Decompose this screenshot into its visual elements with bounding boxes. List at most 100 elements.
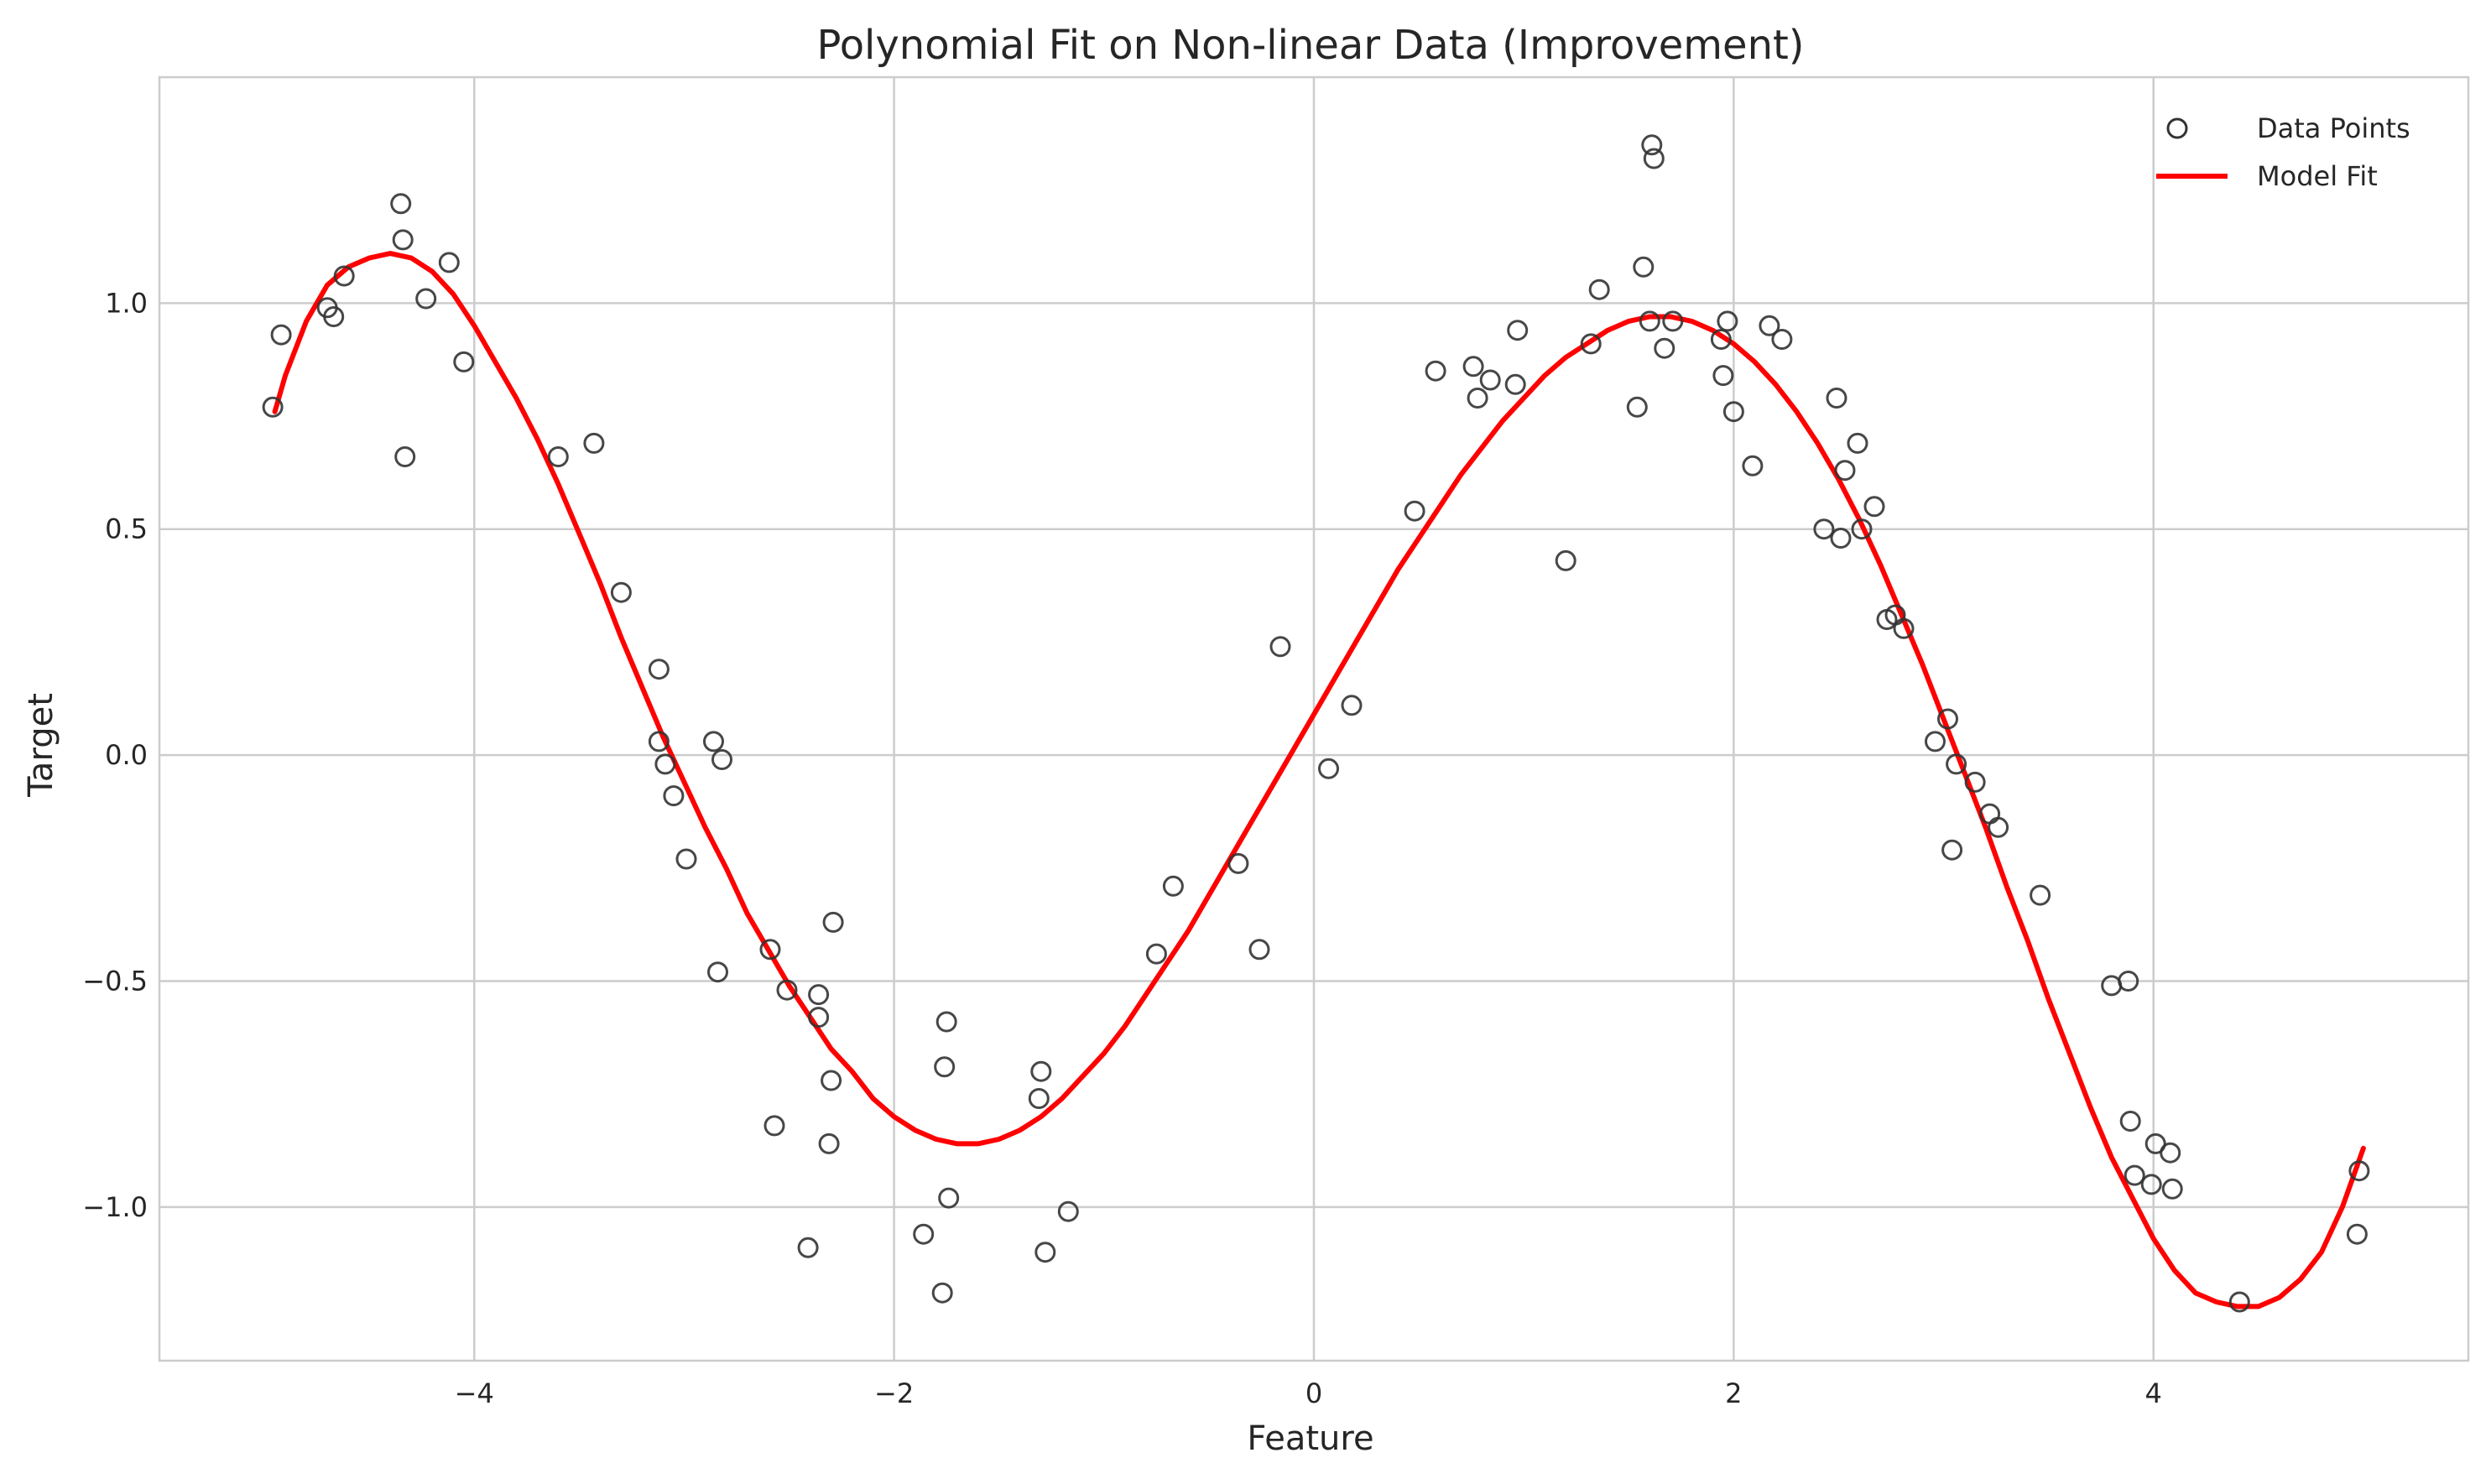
- data-point: [2140, 1174, 2162, 1195]
- data-point: [1813, 518, 1835, 540]
- data-point: [1988, 816, 2009, 838]
- grid: [159, 77, 2468, 1361]
- data-point: [821, 1070, 842, 1091]
- data-points-series: [262, 134, 2370, 1313]
- data-point: [818, 1133, 840, 1154]
- data-point: [1467, 388, 1488, 409]
- y-axis-label: Target: [22, 693, 60, 798]
- x-tick-label: 2: [1725, 1377, 1742, 1409]
- data-point: [1641, 134, 1663, 156]
- data-point: [938, 1187, 960, 1209]
- data-point: [2348, 1160, 2370, 1182]
- data-point: [654, 753, 676, 775]
- data-point: [1404, 500, 1425, 522]
- data-point: [1626, 396, 1648, 418]
- data-point: [390, 193, 412, 215]
- data-point: [1269, 636, 1291, 658]
- data-point: [438, 252, 460, 273]
- x-axis-ticks: −4 −2 0 2 4: [455, 1377, 2162, 1409]
- data-point: [1425, 360, 1446, 382]
- data-point: [2346, 1223, 2368, 1245]
- data-point: [1893, 617, 1915, 639]
- data-point: [392, 229, 414, 251]
- data-point: [707, 961, 728, 983]
- legend: Data Points Model Fit: [2156, 112, 2410, 192]
- data-point: [1341, 695, 1363, 716]
- data-point: [323, 306, 345, 327]
- x-tick-label: −4: [455, 1377, 494, 1409]
- data-point: [1863, 496, 1885, 518]
- data-point: [1588, 279, 1610, 300]
- data-point: [808, 984, 830, 1006]
- x-tick-label: 4: [2145, 1377, 2162, 1409]
- data-point: [675, 848, 697, 870]
- data-point: [1643, 148, 1665, 169]
- data-point: [453, 351, 475, 372]
- data-point: [2228, 1291, 2250, 1313]
- y-tick-label: 0.0: [105, 739, 148, 771]
- data-point: [1639, 310, 1660, 332]
- data-point: [808, 1007, 830, 1028]
- data-point: [931, 1282, 953, 1304]
- data-point: [1771, 329, 1793, 350]
- data-point: [1633, 256, 1655, 278]
- data-point: [1925, 731, 1946, 752]
- data-point: [1028, 1088, 1050, 1109]
- data-point: [1722, 401, 1744, 423]
- data-point: [1941, 839, 1963, 861]
- data-point: [1462, 356, 1484, 378]
- data-point: [648, 659, 670, 680]
- data-point: [270, 324, 292, 346]
- legend-label-data-points: Data Points: [2257, 112, 2410, 144]
- y-tick-label: −1.0: [82, 1191, 148, 1223]
- plot-frame: [158, 76, 2470, 1362]
- data-point: [1654, 337, 1675, 359]
- data-point: [1830, 528, 1852, 549]
- data-point: [1937, 708, 1958, 730]
- data-point: [1504, 373, 1526, 395]
- data-point: [2118, 971, 2139, 992]
- data-point: [1145, 943, 1167, 965]
- chart-title: Polynomial Fit on Non-linear Data (Impro…: [816, 22, 1804, 69]
- data-point: [1759, 315, 1780, 336]
- data-point: [1318, 758, 1339, 779]
- data-point: [1034, 1242, 1056, 1263]
- data-point: [648, 731, 670, 752]
- data-point: [415, 288, 437, 310]
- data-point: [822, 911, 844, 933]
- data-point: [1710, 329, 1732, 350]
- model-fit-series: [272, 251, 2366, 1310]
- data-point: [776, 979, 798, 1001]
- data-point: [2160, 1142, 2181, 1164]
- data-point: [797, 1237, 819, 1258]
- data-point: [1851, 518, 1873, 540]
- data-point: [1717, 310, 1738, 332]
- y-tick-label: −0.5: [82, 965, 148, 997]
- data-point: [583, 432, 605, 454]
- data-point: [913, 1223, 935, 1245]
- data-point: [2124, 1164, 2145, 1186]
- x-axis-label: Feature: [1247, 1419, 1373, 1458]
- data-point: [2030, 884, 2051, 906]
- data-point: [610, 581, 632, 603]
- legend-marker-data-points: [2166, 117, 2188, 139]
- y-tick-label: 0.5: [105, 513, 148, 545]
- data-point: [1479, 369, 1501, 391]
- data-point: [1946, 753, 1967, 775]
- x-tick-label: 0: [1305, 1377, 1322, 1409]
- data-point: [1057, 1200, 1079, 1222]
- x-tick-label: −2: [874, 1377, 914, 1409]
- y-axis-ticks: −1.0 −0.5 0.0 0.5 1.0: [82, 287, 148, 1222]
- data-point: [1742, 455, 1764, 476]
- data-point: [2119, 1111, 2141, 1132]
- data-point: [547, 446, 569, 467]
- data-point: [1712, 365, 1734, 387]
- data-point: [759, 939, 781, 961]
- data-point: [2161, 1178, 2183, 1200]
- model-fit-line: [272, 251, 2366, 1310]
- data-point: [934, 1056, 956, 1078]
- data-point: [703, 731, 724, 752]
